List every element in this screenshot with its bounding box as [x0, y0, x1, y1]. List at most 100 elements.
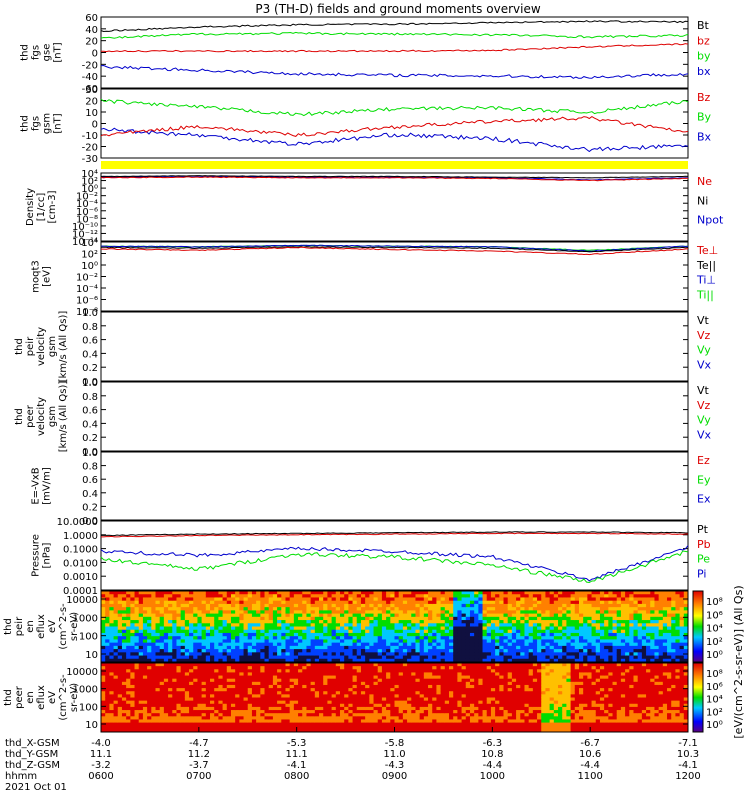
spectrogram-cell: [160, 604, 165, 608]
spectrogram-cell: [126, 591, 131, 595]
spectrogram-cell: [273, 614, 278, 618]
spectrogram-cell: [265, 604, 270, 608]
spectrogram-cell: [529, 627, 534, 631]
spectrogram-cell: [575, 646, 580, 650]
spectrogram-cell: [453, 604, 458, 608]
spectrogram-cell: [445, 591, 450, 595]
spectrogram-cell: [130, 610, 135, 614]
spectrogram-cell: [298, 633, 303, 637]
spectrogram-cell: [156, 679, 161, 683]
spectrogram-cell: [369, 630, 374, 634]
spectrogram-cell: [524, 623, 529, 627]
spectrogram-cell: [671, 607, 676, 611]
spectrogram-cell: [663, 643, 668, 647]
spectrogram-cell: [386, 597, 391, 601]
spectrogram-cell: [202, 604, 207, 608]
spectrogram-cell: [617, 601, 622, 605]
spectrogram-cell: [185, 614, 190, 618]
spectrogram-cell: [172, 726, 177, 730]
spectrogram-cell: [306, 698, 311, 702]
spectrogram-cell: [265, 710, 270, 714]
spectrogram-cell: [558, 607, 563, 611]
spectrogram-cell: [114, 656, 119, 660]
spectrogram-cell: [369, 610, 374, 614]
spectrogram-cell: [277, 610, 282, 614]
spectrogram-cell: [210, 643, 215, 647]
spectrogram-cell: [327, 666, 332, 670]
spectrogram-cell: [223, 630, 228, 634]
legend-entry: Ti||: [696, 288, 714, 301]
spectrogram-cell: [290, 672, 295, 676]
spectrogram-cell: [571, 636, 576, 640]
spectrogram-cell: [378, 594, 383, 598]
spectrogram-cell: [382, 719, 387, 723]
spectrogram-cell: [143, 723, 148, 727]
spectrogram-cell: [214, 643, 219, 647]
spectrogram-cell: [357, 723, 362, 727]
spectrogram-cell: [596, 630, 601, 634]
spectrogram-cell: [474, 617, 479, 621]
spectrogram-cell: [231, 704, 236, 708]
spectrogram-cell: [554, 630, 559, 634]
spectrogram-cell: [545, 614, 550, 618]
spectrogram-cell: [374, 627, 379, 631]
spectrogram-cell: [323, 710, 328, 714]
spectrogram-cell: [139, 704, 144, 708]
spectrogram-cell: [533, 636, 538, 640]
spectrogram-cell: [189, 704, 194, 708]
spectrogram-cell: [680, 627, 685, 631]
spectrogram-cell: [147, 594, 152, 598]
y-tick-label: 10⁻²: [76, 273, 98, 284]
spectrogram-cell: [256, 694, 261, 698]
spectrogram-cell: [332, 694, 337, 698]
spectrogram-cell: [101, 682, 106, 686]
spectrogram-cell: [210, 597, 215, 601]
spectrogram-cell: [340, 713, 345, 717]
spectrogram-cell: [327, 594, 332, 598]
spectrogram-cell: [105, 604, 110, 608]
spectrogram-cell: [374, 633, 379, 637]
spectrogram-cell: [311, 716, 316, 720]
spectrogram-cell: [646, 623, 651, 627]
spectrogram-cell: [143, 679, 148, 683]
spectrogram-cell: [135, 704, 140, 708]
spectrogram-cell: [260, 604, 265, 608]
spectrogram-cell: [520, 639, 525, 643]
spectrogram-cell: [281, 610, 286, 614]
spectrogram-cell: [604, 627, 609, 631]
spectrogram-cell: [357, 676, 362, 680]
spectrogram-cell: [382, 636, 387, 640]
spectrogram-cell: [638, 601, 643, 605]
spectrogram-cell: [390, 601, 395, 605]
spectrogram-cell: [302, 630, 307, 634]
spectrogram-cell: [562, 630, 567, 634]
spectrogram-cell: [663, 639, 668, 643]
spectrogram-cell: [244, 610, 249, 614]
spectrogram-cell: [143, 597, 148, 601]
spectrogram-cell: [151, 614, 156, 618]
spectrogram-cell: [235, 639, 240, 643]
spectrogram-cell: [361, 652, 366, 656]
spectrogram-cell: [323, 594, 328, 598]
spectrogram-cell: [407, 688, 412, 692]
spectrogram-cell: [227, 620, 232, 624]
spectrogram-cell: [357, 663, 362, 667]
spectrogram-cell: [218, 676, 223, 680]
spectrogram-cell: [403, 643, 408, 647]
spectrogram-cell: [617, 607, 622, 611]
spectrogram-cell: [671, 597, 676, 601]
spectrogram-cell: [390, 591, 395, 595]
spectrogram-cell: [311, 620, 316, 624]
spectrogram-cell: [235, 676, 240, 680]
spectrogram-cell: [650, 620, 655, 624]
spectrogram-cell: [273, 652, 278, 656]
spectrogram-cell: [344, 698, 349, 702]
spectrogram-cell: [424, 643, 429, 647]
spectrogram-cell: [650, 610, 655, 614]
spectrogram-cell: [579, 614, 584, 618]
spectrogram-cell: [256, 646, 261, 650]
spectrogram-cell: [478, 607, 483, 611]
spectrogram-cell: [680, 620, 685, 624]
spectrogram-cell: [323, 679, 328, 683]
